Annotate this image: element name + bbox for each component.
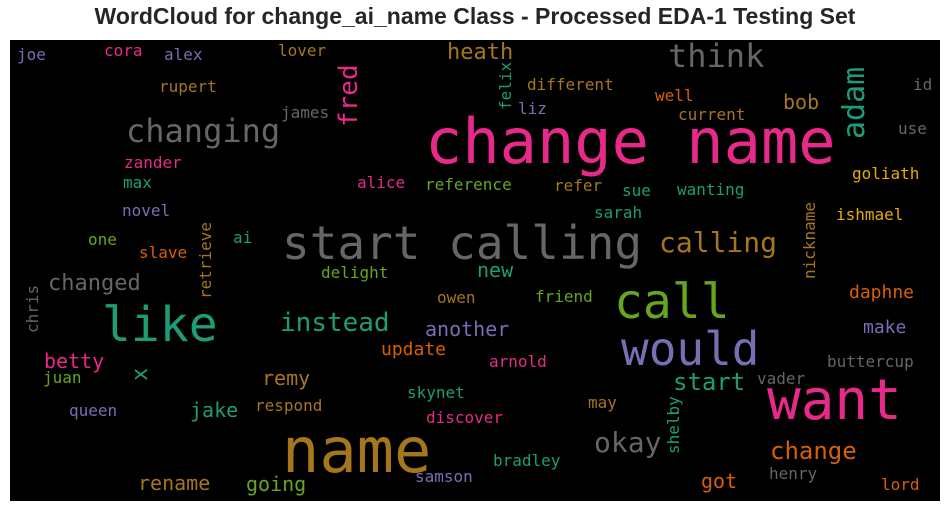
word-bradley: bradley xyxy=(493,451,561,470)
word-ai: ai xyxy=(233,228,253,247)
word-zander: zander xyxy=(124,153,182,172)
word-sarah: sarah xyxy=(594,203,643,222)
word-changed: changed xyxy=(48,271,141,296)
word-different: different xyxy=(527,75,614,94)
word-change: change xyxy=(770,437,857,465)
word-instead: instead xyxy=(280,308,390,338)
word-new: new xyxy=(477,258,514,282)
word-betty: betty xyxy=(44,349,105,373)
word-alex: alex xyxy=(164,45,203,64)
word-would: would xyxy=(621,322,760,376)
word-shelby: shelby xyxy=(664,396,683,454)
word-rename: rename xyxy=(138,471,211,495)
word-nickname: nickname xyxy=(800,201,819,279)
word-make: make xyxy=(863,317,907,338)
word-calling: calling xyxy=(659,226,778,259)
word-think: think xyxy=(668,40,765,75)
word-max: max xyxy=(123,173,152,192)
word-wanting: wanting xyxy=(677,180,745,199)
word-heath: heath xyxy=(447,40,514,65)
word-delight: delight xyxy=(321,263,389,282)
word-arnold: arnold xyxy=(489,352,547,371)
word-adam: adam xyxy=(837,66,872,139)
word-okay: okay xyxy=(594,426,662,459)
word-got: got xyxy=(701,469,738,493)
word-call: call xyxy=(614,274,730,330)
word-want: want xyxy=(767,368,902,433)
word-current: current xyxy=(678,105,746,124)
word-respond: respond xyxy=(255,396,323,415)
word-x: x xyxy=(128,367,153,381)
word-felix: felix xyxy=(496,61,515,110)
word-changing: changing xyxy=(126,112,281,150)
word-liz: liz xyxy=(518,99,547,118)
word-rupert: rupert xyxy=(159,77,217,96)
word-ishmael: ishmael xyxy=(836,205,904,224)
word-reference: reference xyxy=(425,175,512,194)
word-another: another xyxy=(425,317,510,341)
word-remy: remy xyxy=(262,366,311,390)
word-goliath: goliath xyxy=(852,164,920,183)
word-name: name xyxy=(282,414,432,487)
word-update: update xyxy=(381,339,447,360)
word-sue: sue xyxy=(622,181,651,200)
word-id: id xyxy=(913,75,933,94)
word-fred: fred xyxy=(334,64,364,127)
word-henry: henry xyxy=(769,464,818,483)
word-may: may xyxy=(588,393,617,412)
word-friend: friend xyxy=(535,287,593,306)
word-start: start xyxy=(673,368,746,396)
word-daphne: daphne xyxy=(849,282,915,303)
word-bob: bob xyxy=(783,90,820,114)
word-like: like xyxy=(102,297,218,353)
word-start-calling: start calling xyxy=(282,216,643,270)
word-joe: joe xyxy=(17,45,46,64)
word-slave: slave xyxy=(139,243,188,262)
word-chris: chris xyxy=(23,284,42,333)
word-discover: discover xyxy=(426,408,504,427)
word-retrieve: retrieve xyxy=(196,221,215,299)
word-refer: refer xyxy=(554,176,603,195)
chart-title: WordCloud for change_ai_name Class - Pro… xyxy=(94,3,856,29)
word-going: going xyxy=(246,472,307,496)
word-change-name: change name xyxy=(425,105,836,178)
word-james: james xyxy=(281,103,330,122)
word-lover: lover xyxy=(278,41,327,60)
word-samson: samson xyxy=(415,467,473,486)
word-jake: jake xyxy=(190,398,239,422)
word-one: one xyxy=(88,230,117,249)
word-buttercup: buttercup xyxy=(827,352,914,371)
word-owen: owen xyxy=(437,288,476,307)
word-juan: juan xyxy=(43,368,82,387)
word-vader: vader xyxy=(757,369,806,388)
word-cora: cora xyxy=(104,41,143,60)
word-skynet: skynet xyxy=(407,383,465,402)
word-novel: novel xyxy=(122,201,171,220)
word-well: well xyxy=(655,86,694,105)
word-alice: alice xyxy=(357,173,406,192)
word-queen: queen xyxy=(69,401,118,420)
word-lord: lord xyxy=(881,475,920,494)
wordcloud-canvas: change name start calling name like call woul… xyxy=(10,40,940,501)
word-use: use xyxy=(898,119,927,138)
